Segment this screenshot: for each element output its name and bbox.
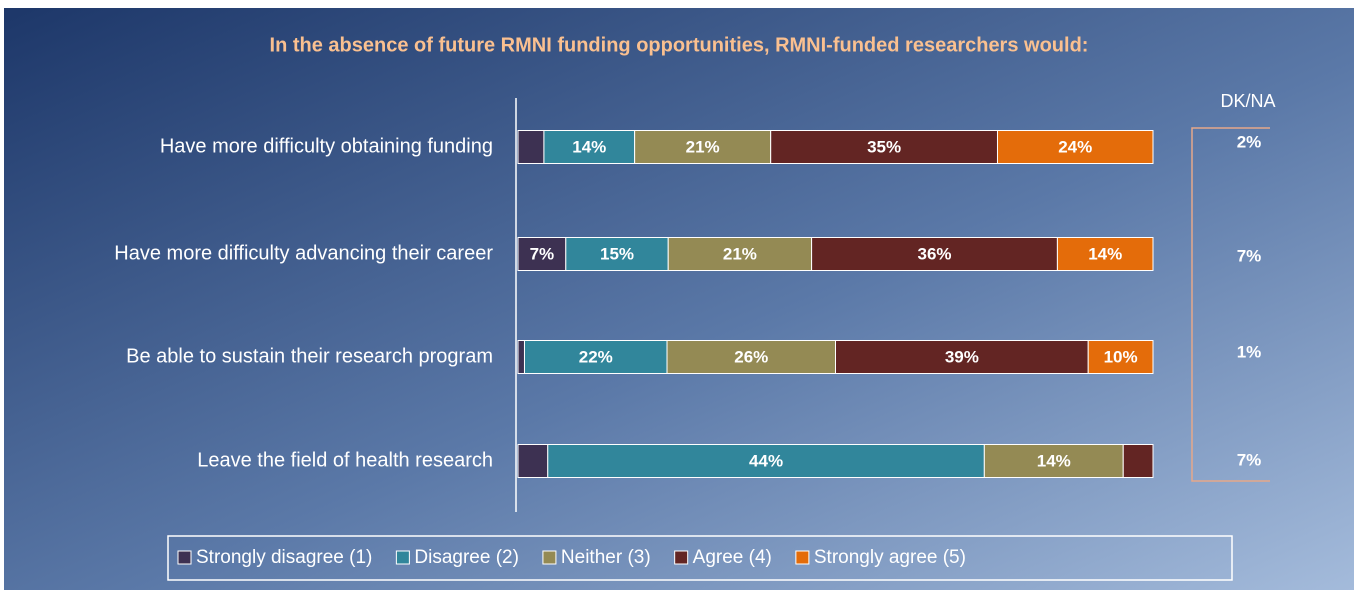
value-label: 21% — [686, 137, 720, 156]
bar-segment — [983, 444, 1124, 478]
bar-segment — [1056, 237, 1154, 271]
bar-segment — [517, 444, 549, 478]
background — [4, 8, 1354, 590]
category-label: Leave the field of health research — [197, 449, 493, 471]
value-label: 14% — [572, 137, 606, 156]
value-label: 35% — [867, 137, 901, 156]
category-label: Be able to sustain their research progra… — [126, 345, 493, 367]
value-label: 24% — [1058, 137, 1092, 156]
bar-segment — [523, 340, 668, 374]
dk-na-value: 1% — [1237, 342, 1262, 361]
legend-label: Strongly disagree (1) — [196, 547, 372, 568]
bar-segment — [770, 130, 998, 164]
bar-segment — [543, 130, 636, 164]
legend-label: Agree (4) — [693, 547, 772, 568]
dk-na-value: 2% — [1237, 132, 1262, 151]
bar-segment — [835, 340, 1089, 374]
bar-segment — [517, 340, 525, 374]
dk-na-bracket — [1191, 127, 1270, 482]
legend-swatch — [177, 550, 192, 565]
legend-label: Disagree (2) — [414, 547, 519, 568]
bar-segment — [517, 237, 567, 271]
legend-label: Strongly agree (5) — [814, 547, 966, 568]
bar-segment — [1122, 444, 1154, 478]
value-label: 36% — [917, 244, 951, 263]
value-label: 15% — [600, 244, 634, 263]
legend-swatch — [395, 550, 410, 565]
bar-segment — [565, 237, 669, 271]
dk-na-value: 7% — [1237, 246, 1262, 265]
dk-na-header: DK/NA — [1220, 91, 1275, 111]
legend-swatch — [674, 550, 689, 565]
chart-title: In the absence of future RMNI funding op… — [270, 34, 1089, 56]
bar-segment — [811, 237, 1058, 271]
category-label: Have more difficulty obtaining funding — [160, 135, 493, 157]
legend-box — [167, 535, 1233, 581]
value-label: 21% — [723, 244, 757, 263]
value-label: 44% — [749, 451, 783, 470]
legend-label: Neither (3) — [561, 547, 651, 568]
dk-na-value: 7% — [1237, 450, 1262, 469]
legend-swatch — [795, 550, 810, 565]
value-label: 39% — [945, 347, 979, 366]
bar-segment — [666, 340, 837, 374]
bar-segment — [996, 130, 1154, 164]
value-label: 26% — [734, 347, 768, 366]
value-label: 7% — [530, 244, 555, 263]
value-label: 14% — [1037, 451, 1071, 470]
value-label: 14% — [1088, 244, 1122, 263]
bar-segment — [1087, 340, 1154, 374]
value-label: 10% — [1104, 347, 1138, 366]
category-label: Have more difficulty advancing their car… — [114, 242, 493, 264]
bar-segment — [547, 444, 985, 478]
bar-segment — [517, 130, 545, 164]
bar-segment — [634, 130, 772, 164]
legend-swatch — [542, 550, 557, 565]
value-label: 22% — [579, 347, 613, 366]
bar-segment — [667, 237, 813, 271]
